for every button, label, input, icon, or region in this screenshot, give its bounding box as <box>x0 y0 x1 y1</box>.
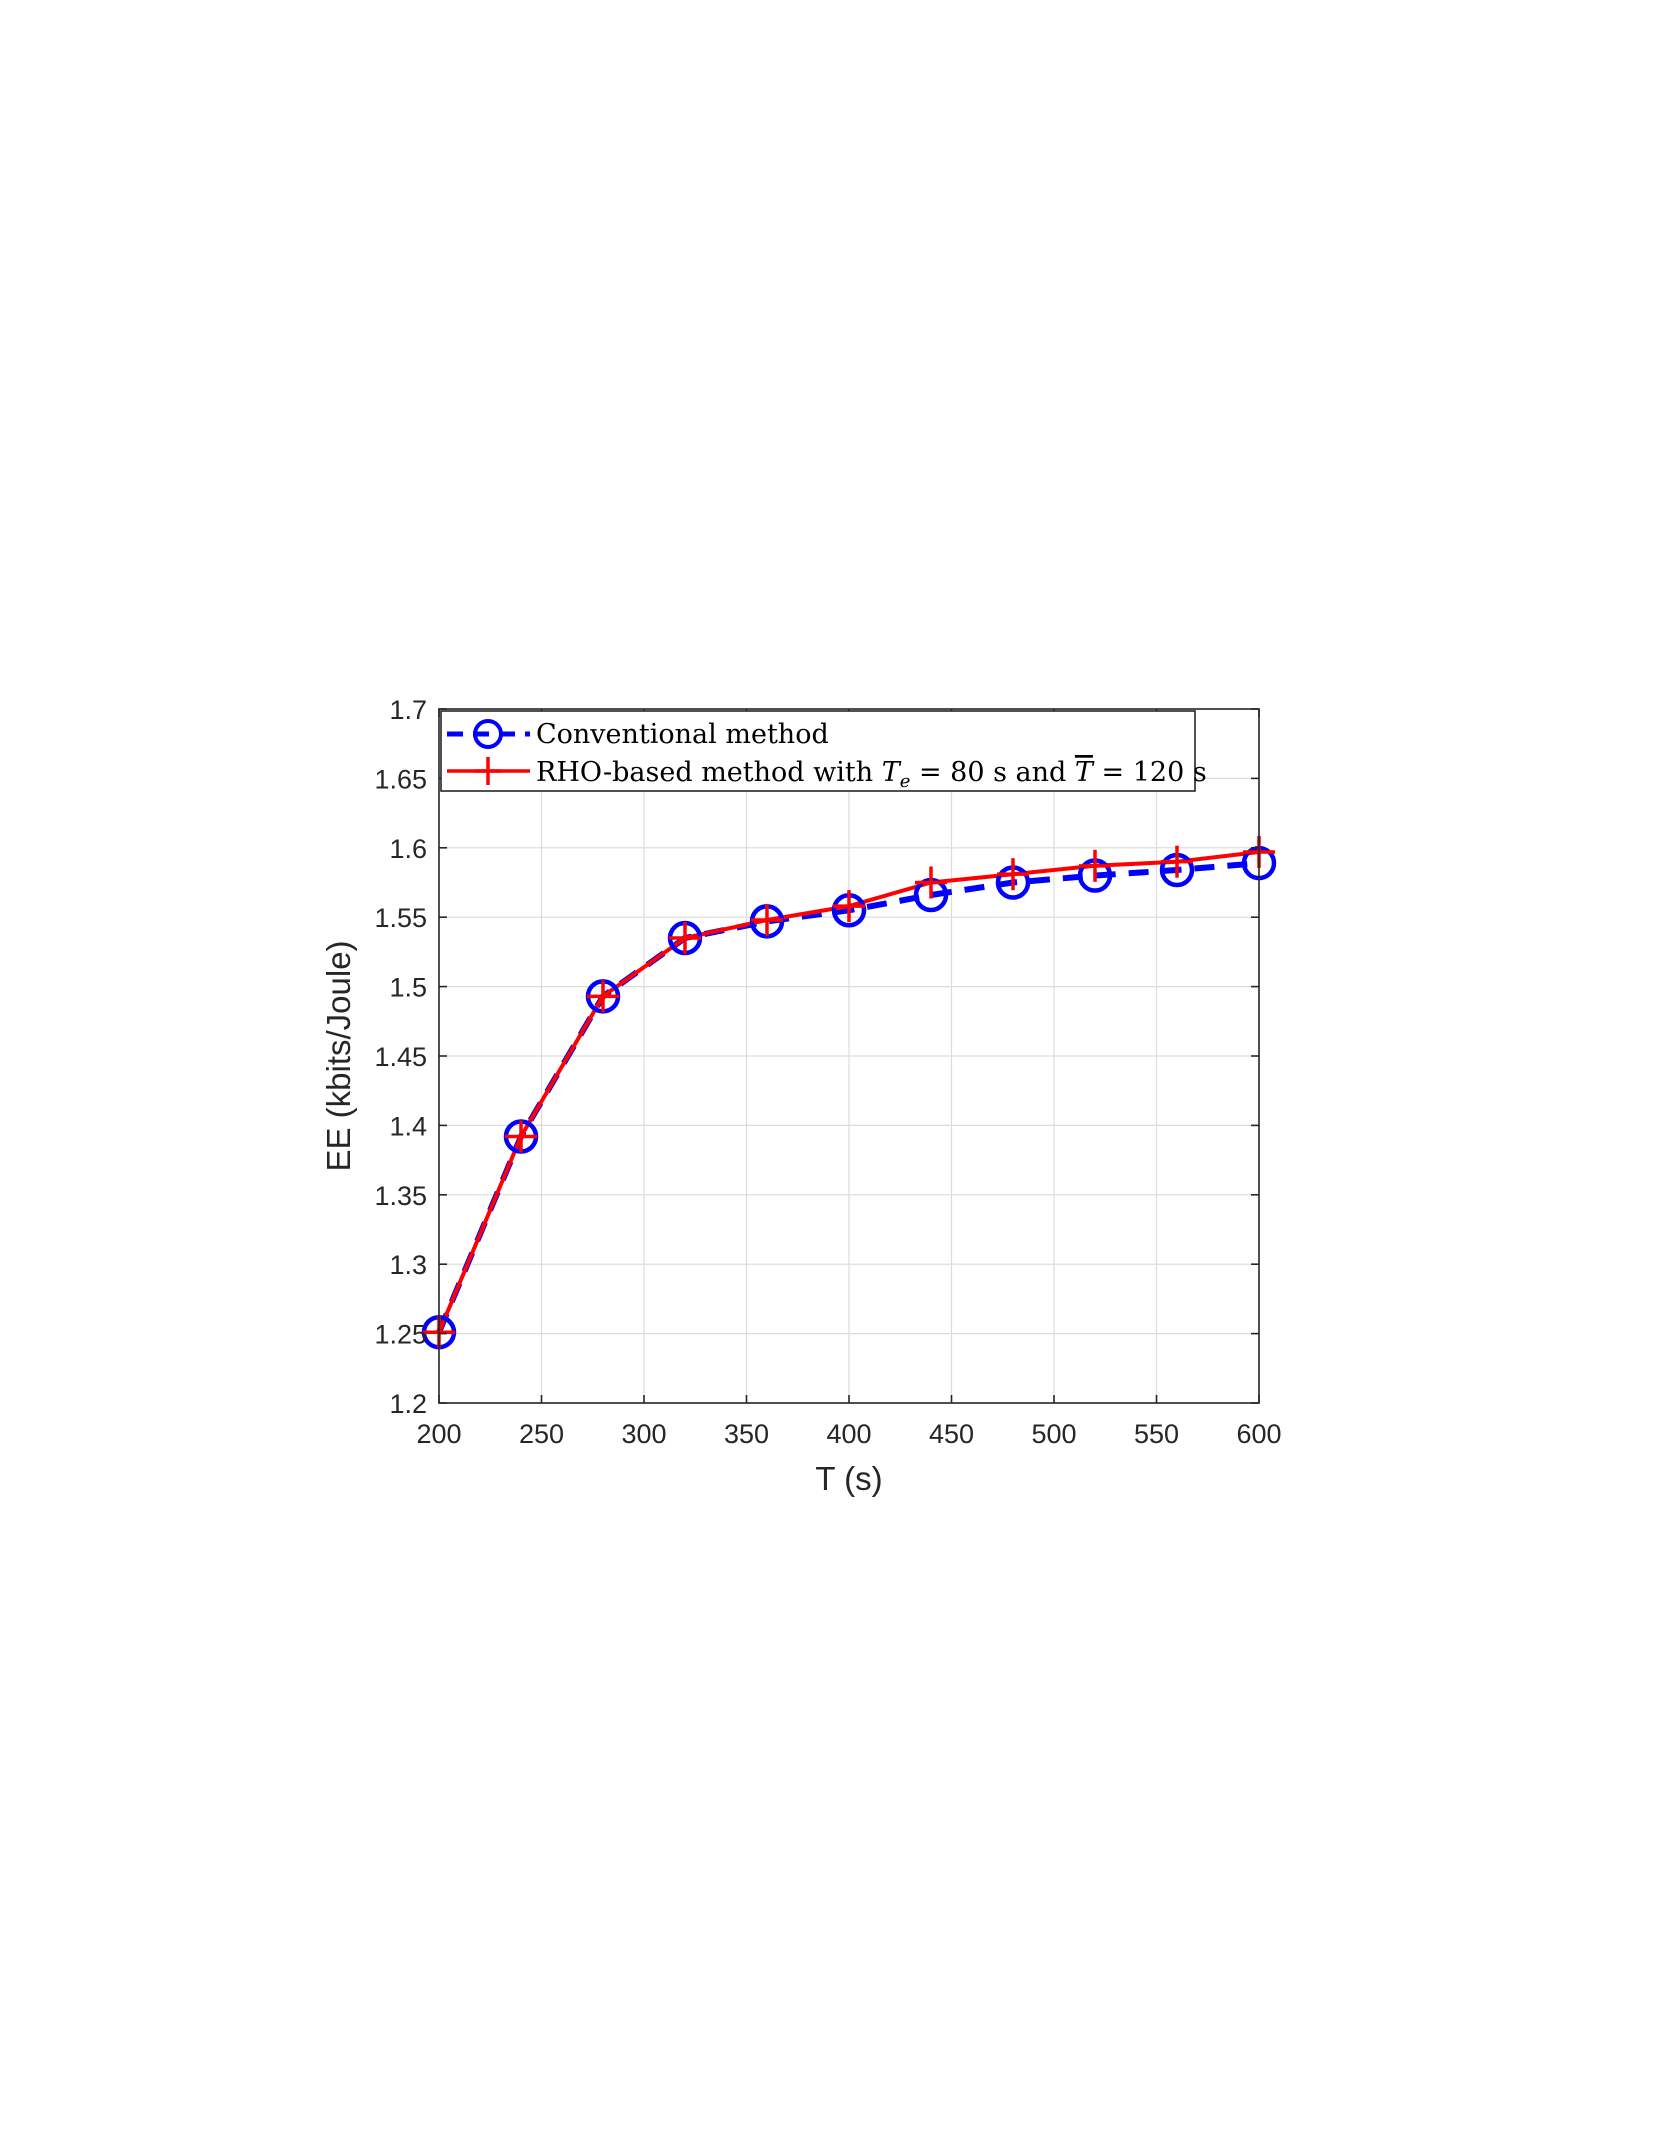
data-point-plus <box>751 903 783 936</box>
y-tick-label: 1.4 <box>389 1111 427 1141</box>
y-tick-label: 1.55 <box>374 903 427 933</box>
y-tick-label: 1.6 <box>389 834 427 864</box>
data-point-plus <box>833 890 865 923</box>
x-tick-label: 250 <box>519 1419 564 1449</box>
x-tick-label: 450 <box>929 1419 974 1449</box>
data-point-plus <box>505 1120 537 1153</box>
legend-label-conventional: Conventional method <box>536 719 829 750</box>
y-axis-title: EE (kbits/Joule) <box>320 940 357 1171</box>
x-tick-label: 550 <box>1134 1419 1179 1449</box>
x-tick-label: 300 <box>621 1419 666 1449</box>
y-tick-label: 1.7 <box>389 695 427 725</box>
data-point-plus <box>1079 849 1111 882</box>
y-tick-label: 1.45 <box>374 1042 427 1072</box>
axis-ticks: 200 250 300 350 400 450 500 550 600 1.2 1.25 1.3 1.3… <box>374 695 1281 1449</box>
y-tick-label: 1.2 <box>389 1389 427 1419</box>
x-axis-title: T (s) <box>815 1460 882 1497</box>
x-tick-label: 350 <box>724 1419 769 1449</box>
legend-marker-circle-icon <box>473 719 503 749</box>
y-tick-label: 1.3 <box>389 1250 427 1280</box>
data-point-plus <box>1161 845 1193 878</box>
y-tick-label: 1.5 <box>389 973 427 1003</box>
y-tick-label: 1.35 <box>374 1181 427 1211</box>
legend-entry-rho: RHO-based method with Te = 80 s and T = … <box>447 757 1207 792</box>
y-tick-label: 1.65 <box>374 764 427 794</box>
x-tick-label: 400 <box>826 1419 871 1449</box>
x-tick-label: 600 <box>1236 1419 1281 1449</box>
data-point-plus <box>587 980 619 1013</box>
legend-entry-conventional: Conventional method <box>447 719 829 750</box>
legend: Conventional method RHO-based method wit… <box>440 710 1207 792</box>
legend-box <box>440 710 1196 792</box>
x-tick-label: 500 <box>1031 1419 1076 1449</box>
data-point-plus <box>915 866 947 899</box>
data-point-plus <box>997 858 1029 891</box>
y-tick-label: 1.25 <box>374 1320 427 1350</box>
legend-label-rho: RHO-based method with Te = 80 s and T = … <box>536 757 1207 792</box>
x-tick-label: 200 <box>416 1419 461 1449</box>
data-point-plus <box>669 922 701 955</box>
